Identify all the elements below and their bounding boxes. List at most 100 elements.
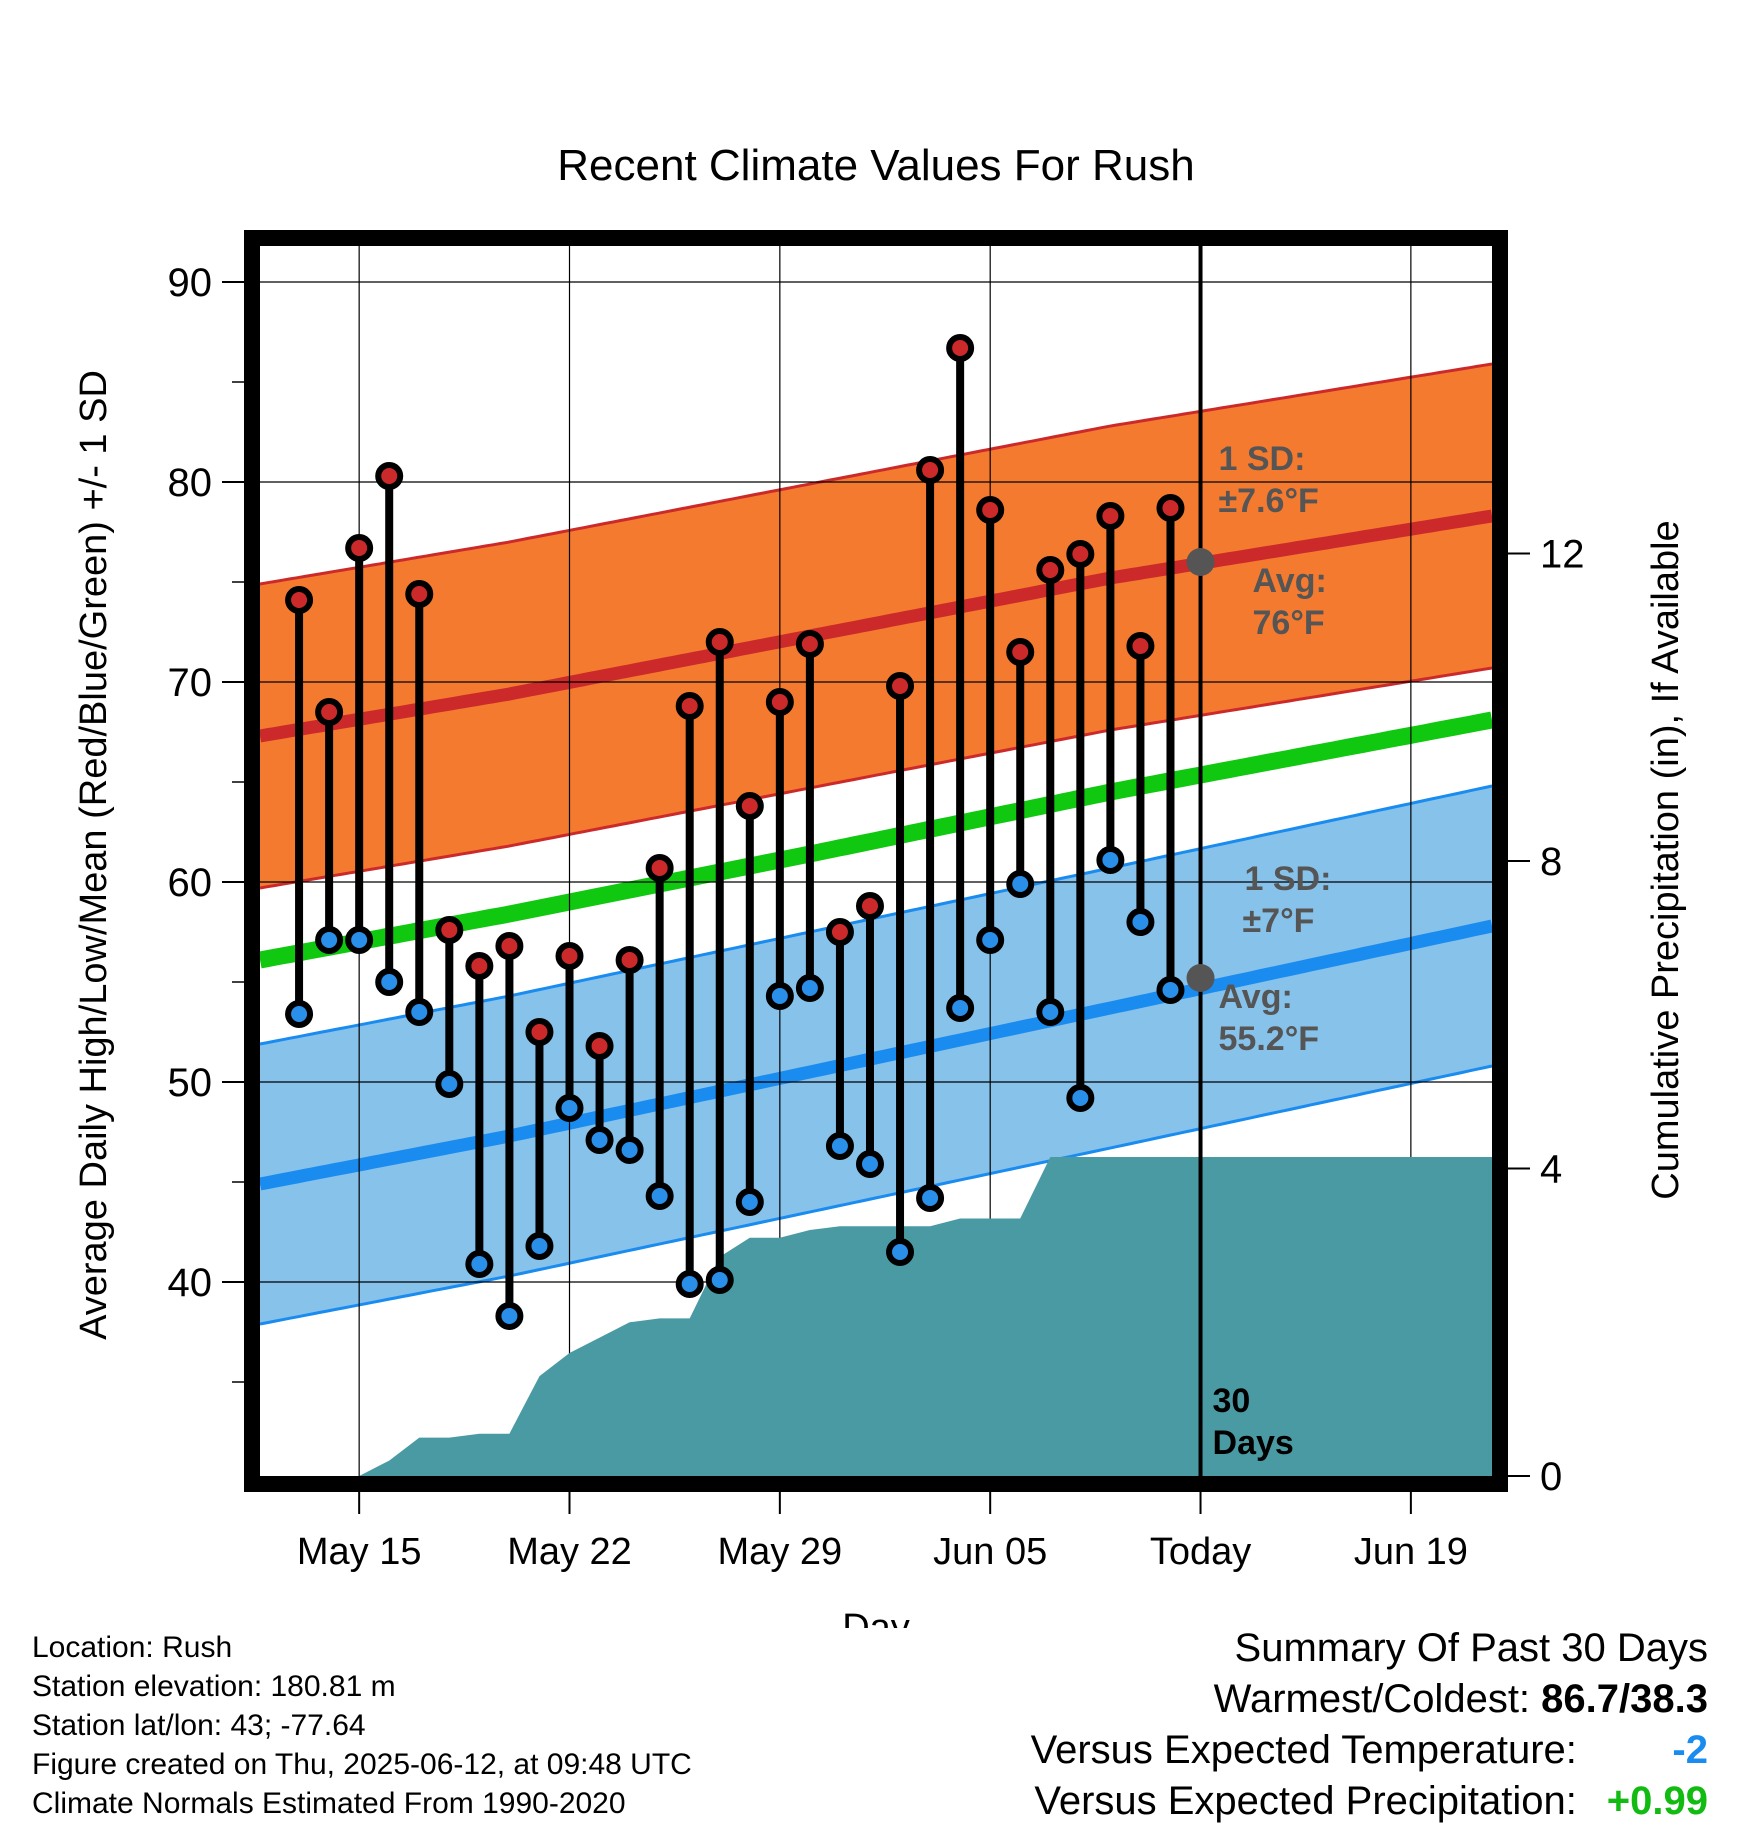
low-temp-point bbox=[465, 1250, 494, 1278]
high-temp-point bbox=[675, 692, 704, 720]
temp-diff-value: -2 bbox=[1672, 1728, 1708, 1772]
low-temp-point bbox=[525, 1232, 554, 1260]
precip-diff-value: +0.99 bbox=[1606, 1779, 1708, 1823]
mean-line bbox=[258, 711, 1494, 969]
low-temp-point bbox=[976, 926, 1005, 954]
high-temp-point bbox=[765, 688, 794, 716]
climate-chart: 1 SD: ±7.6°F Avg: 76°F 1 SD: ±7°F Avg: 55.2°F 30… bbox=[73, 141, 1687, 1628]
axes: 40 50 60 70 80 90 0 4 8 12 May 15 May 22 May 29 Jun 0… bbox=[168, 261, 1585, 1573]
daily-bar bbox=[405, 580, 434, 1026]
daily-bar bbox=[465, 952, 494, 1278]
low-temp-point bbox=[495, 1302, 524, 1330]
daily-bar bbox=[375, 462, 404, 996]
daily-bar bbox=[1066, 540, 1095, 1112]
y-axis-label: Average Daily High/Low/Mean (Red/Blue/Gr… bbox=[73, 370, 115, 1340]
today-low-avg-marker bbox=[1186, 964, 1215, 992]
daily-bar bbox=[886, 672, 915, 1266]
precip-diff-row: Versus Expected Precipitation: +0.99 bbox=[1031, 1776, 1708, 1827]
daily-bar bbox=[1036, 556, 1065, 1026]
high-temp-point bbox=[405, 580, 434, 608]
high-sd-label: 1 SD: bbox=[1219, 440, 1306, 478]
x-tick-label: Today bbox=[1150, 1531, 1251, 1573]
daily-bar bbox=[976, 496, 1005, 954]
daily-bar bbox=[315, 698, 344, 954]
created-text: Figure created on Thu, 2025-06-12, at 09… bbox=[32, 1748, 692, 1781]
y2-tick-label: 0 bbox=[1540, 1455, 1562, 1499]
low-temp-point bbox=[1126, 908, 1155, 936]
high-temp-point bbox=[615, 946, 644, 974]
high-temp-point bbox=[976, 496, 1005, 524]
today-high-avg-marker bbox=[1186, 548, 1215, 576]
high-temp-point bbox=[946, 334, 975, 362]
daily-bar bbox=[735, 792, 764, 1216]
normal-bands bbox=[258, 362, 1494, 1326]
daily-bar bbox=[285, 586, 314, 1028]
daily-bar bbox=[795, 630, 824, 1002]
low-temp-point bbox=[735, 1188, 764, 1216]
y-tick-label: 90 bbox=[168, 261, 213, 305]
warm-cold-row: Warmest/Coldest: 86.7/38.3 bbox=[1031, 1674, 1708, 1725]
high-temp-point bbox=[795, 630, 824, 658]
x-tick-label: Jun 05 bbox=[933, 1531, 1047, 1573]
high-avg-label: Avg: bbox=[1253, 562, 1327, 600]
low-temp-point bbox=[615, 1136, 644, 1164]
high-temp-point bbox=[495, 932, 524, 960]
daily-bar bbox=[525, 1018, 554, 1260]
summary-title: Summary Of Past 30 Days bbox=[1234, 1626, 1708, 1670]
high-temp-point bbox=[1126, 632, 1155, 660]
daily-bar bbox=[855, 892, 884, 1178]
daily-bar bbox=[1096, 502, 1125, 874]
temp-diff-label: Versus Expected Temperature: bbox=[1030, 1728, 1577, 1772]
high-temp-point bbox=[1066, 540, 1095, 568]
window-label-number: 30 bbox=[1213, 1382, 1251, 1420]
low-temp-point bbox=[585, 1126, 614, 1154]
daily-bar bbox=[645, 854, 674, 1210]
high-sd-value: ±7.6°F bbox=[1219, 482, 1319, 520]
x-tick-label: May 22 bbox=[507, 1531, 632, 1573]
high-temp-point bbox=[585, 1032, 614, 1060]
daily-bar bbox=[1006, 638, 1035, 898]
temp-diff-row: Versus Expected Temperature: -2 bbox=[1031, 1725, 1708, 1776]
y-tick-label: 80 bbox=[168, 461, 213, 505]
chart-title: Recent Climate Values For Rush bbox=[557, 141, 1194, 190]
high-temp-point bbox=[705, 628, 734, 656]
high-temp-point bbox=[916, 456, 945, 484]
precip-area-layer bbox=[359, 1157, 1493, 1476]
daily-bar bbox=[675, 692, 704, 1298]
y-tick-label: 40 bbox=[168, 1261, 213, 1305]
low-temp-point bbox=[375, 968, 404, 996]
avg-high-line bbox=[258, 509, 1494, 743]
low-temp-point bbox=[405, 998, 434, 1026]
high-temp-point bbox=[345, 534, 374, 562]
high-temp-point bbox=[1036, 556, 1065, 584]
high-temp-point bbox=[1156, 494, 1185, 522]
avg-low-line bbox=[258, 919, 1494, 1191]
low-sd-lower-line bbox=[259, 1064, 1493, 1326]
high-temp-point bbox=[315, 698, 344, 726]
high-temp-point bbox=[375, 462, 404, 490]
high-temp-point bbox=[465, 952, 494, 980]
window-label-unit: Days bbox=[1213, 1424, 1294, 1462]
daily-bar bbox=[585, 1032, 614, 1154]
low-temp-point bbox=[916, 1184, 945, 1212]
high-sd-lower-line bbox=[259, 666, 1493, 890]
low-temp-point bbox=[645, 1182, 674, 1210]
warm-cold-label: Warmest/Coldest: bbox=[1213, 1677, 1531, 1721]
station-info: Location: Rush Station elevation: 180.81… bbox=[32, 1628, 692, 1823]
low-temp-point bbox=[435, 1070, 464, 1098]
x-tick-label: May 15 bbox=[297, 1531, 422, 1573]
low-temp-point bbox=[765, 982, 794, 1010]
daily-bar bbox=[825, 918, 854, 1160]
normals-text: Climate Normals Estimated From 1990-2020 bbox=[32, 1787, 626, 1820]
y2-tick-label: 12 bbox=[1540, 533, 1585, 577]
high-avg-value: 76°F bbox=[1253, 604, 1325, 642]
high-temp-point bbox=[855, 892, 884, 920]
high-temp-point bbox=[1006, 638, 1035, 666]
low-temp-point bbox=[1036, 998, 1065, 1026]
y-tick-label: 50 bbox=[168, 1061, 213, 1105]
y2-tick-label: 4 bbox=[1540, 1148, 1562, 1192]
high-temp-point bbox=[525, 1018, 554, 1046]
low-sd-value: ±7°F bbox=[1243, 902, 1315, 940]
warm-cold-value: 86.7/38.3 bbox=[1541, 1677, 1708, 1721]
summary-panel: Summary Of Past 30 Days Warmest/Coldest:… bbox=[1031, 1623, 1708, 1827]
